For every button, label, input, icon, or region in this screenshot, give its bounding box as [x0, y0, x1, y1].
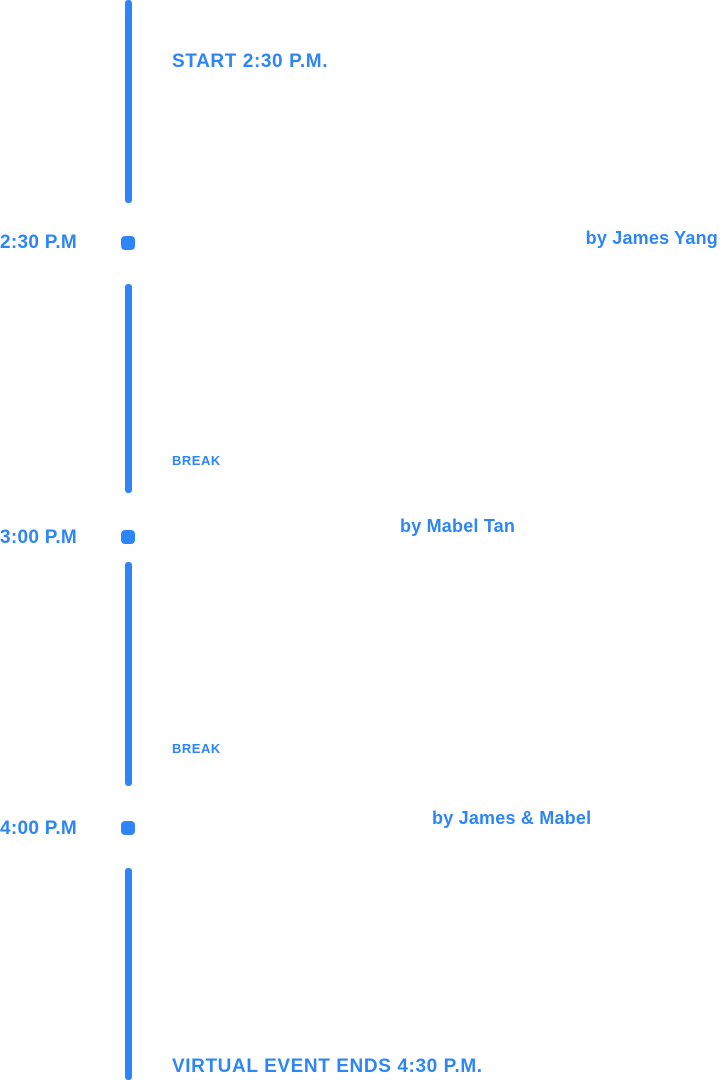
speaker-label-1: by James Yang [585, 228, 718, 248]
timeline-dot-1 [121, 236, 135, 250]
time-label-3: 4:00 P.M [0, 818, 78, 839]
speaker-label-2: by Mabel Tan [400, 516, 516, 536]
time-label-2: 3:00 P.M [0, 527, 78, 548]
time-label-1: 2:30 P.M [0, 232, 78, 253]
timeline-dot-2 [121, 530, 135, 544]
timeline-line-segment-2 [125, 284, 132, 493]
start-label: START 2:30 P.M. [172, 51, 329, 72]
timeline-line-segment-4 [125, 868, 132, 1080]
speaker-label-3: by James & Mabel [432, 808, 592, 828]
timeline-dot-3 [121, 821, 135, 835]
timeline-line-segment-3 [125, 562, 132, 786]
note-label-1: BREAK [172, 453, 221, 468]
timeline-line-segment-1 [125, 0, 132, 203]
note-label-2: BREAK [172, 741, 221, 756]
end-label: VIRTUAL EVENT ENDS 4:30 P.M. [172, 1056, 483, 1077]
